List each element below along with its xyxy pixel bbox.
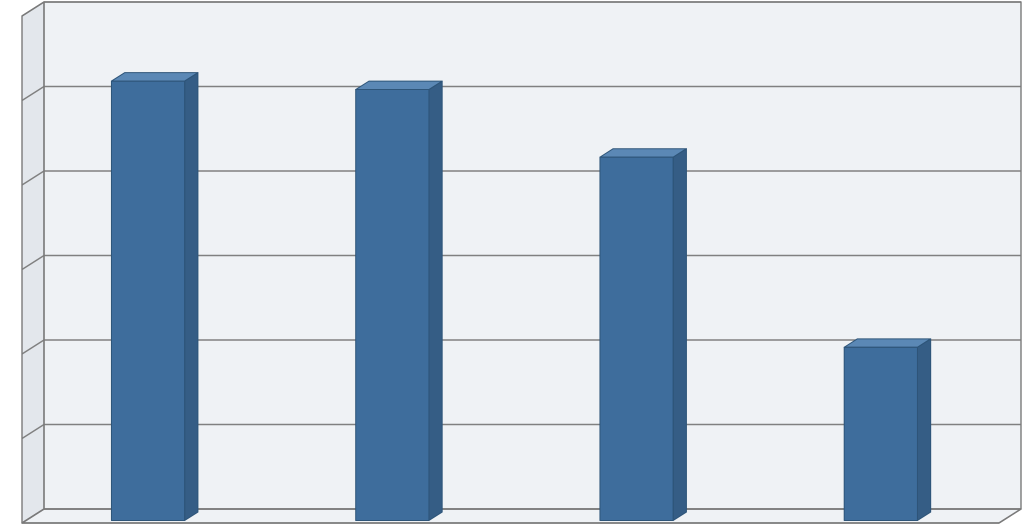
bar-chart-3d <box>0 0 1023 525</box>
bar <box>600 149 686 521</box>
bar <box>111 73 197 521</box>
bar <box>844 339 930 521</box>
bar <box>356 81 442 520</box>
